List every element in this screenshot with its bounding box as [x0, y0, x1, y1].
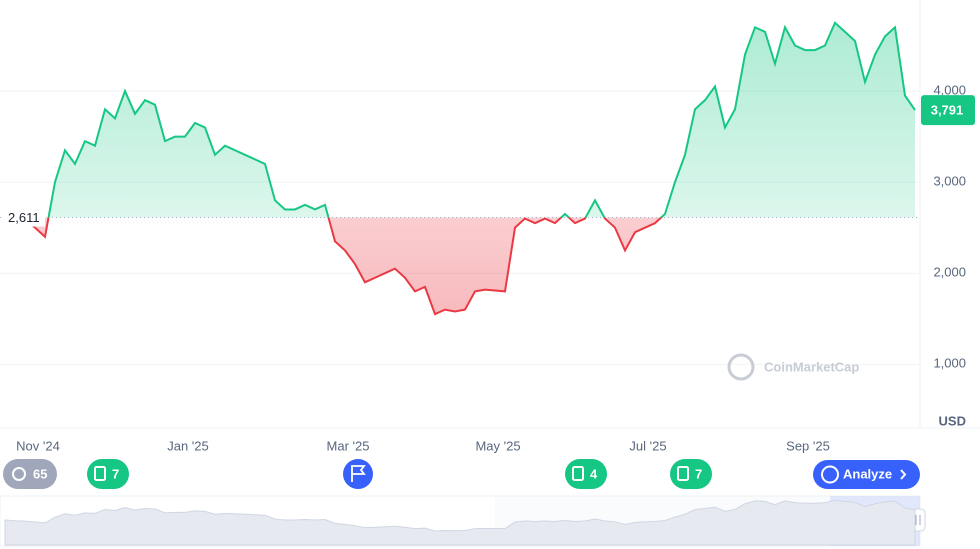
- y-tick-label: 4,000: [933, 83, 966, 98]
- price-tag-label: 3,791: [931, 103, 964, 118]
- analyze-button[interactable]: Analyze: [813, 460, 920, 489]
- badge-icon: [94, 466, 106, 481]
- baseline-label-bg: [3, 208, 45, 227]
- watermark: CoinMarketCap: [727, 353, 859, 381]
- badge-bg: [3, 459, 57, 489]
- x-tick-label: Jul '25: [629, 438, 666, 453]
- event-badge[interactable]: 7: [87, 459, 129, 489]
- badge-icon: [12, 467, 26, 481]
- badge-icon: [677, 466, 689, 481]
- baseline-label: 2,611: [8, 210, 40, 225]
- x-tick-label: May '25: [475, 438, 520, 453]
- badge-bg: [670, 459, 712, 489]
- y-tick-label: 1,000: [933, 356, 966, 371]
- badge-icon: [572, 466, 584, 481]
- price-line-down: [14, 217, 663, 316]
- navigator-area: [4, 499, 916, 546]
- y-unit: USD: [939, 413, 966, 428]
- x-tick-label: Sep '25: [786, 438, 830, 453]
- x-tick-label: Mar '25: [327, 438, 370, 453]
- watermark-text: CoinMarketCap: [764, 359, 859, 374]
- badge-count: 65: [33, 466, 47, 481]
- price-line-up: [4, 21, 916, 218]
- badge-count: 7: [112, 466, 119, 481]
- x-tick-label: Jan '25: [167, 438, 209, 453]
- price-tag: [921, 95, 975, 126]
- y-tick-label: 3,000: [933, 174, 966, 189]
- y-tick-label: 2,000: [933, 265, 966, 280]
- analyze-label[interactable]: Analyze: [843, 466, 892, 481]
- badge-bg: [565, 459, 607, 489]
- event-badge[interactable]: 7: [670, 459, 712, 489]
- badge-count: 4: [590, 466, 598, 481]
- area-up: [5, 22, 915, 218]
- badge-count: 7: [695, 466, 702, 481]
- event-badge[interactable]: 4: [565, 459, 607, 489]
- x-tick-label: Nov '24: [16, 438, 60, 453]
- flag-badge[interactable]: [343, 459, 373, 489]
- event-badge[interactable]: 65: [3, 459, 57, 489]
- badge-bg: [87, 459, 129, 489]
